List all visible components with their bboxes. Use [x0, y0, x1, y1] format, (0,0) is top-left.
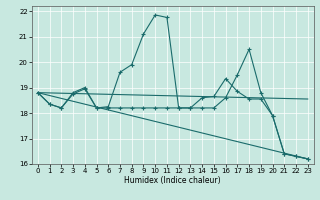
X-axis label: Humidex (Indice chaleur): Humidex (Indice chaleur) [124, 176, 221, 185]
